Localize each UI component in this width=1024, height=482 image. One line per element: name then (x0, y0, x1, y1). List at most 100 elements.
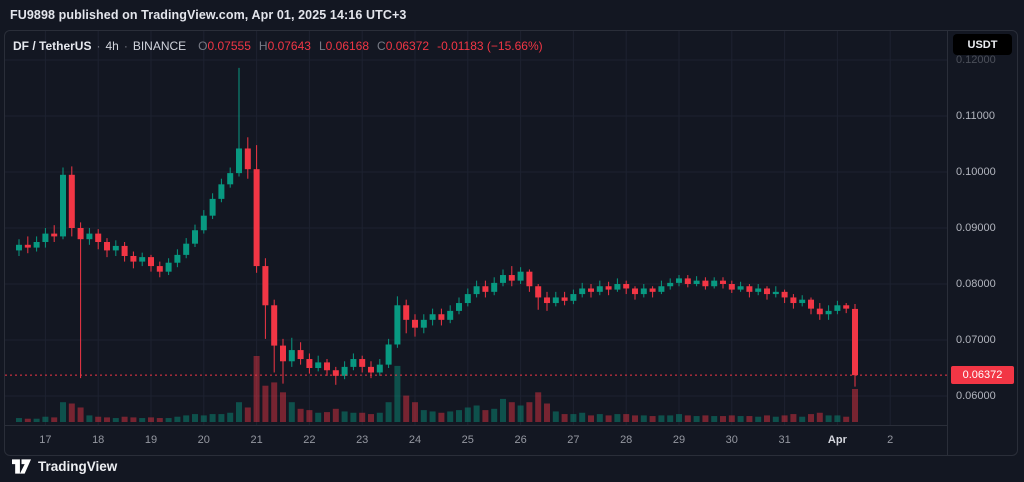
volume-bar (297, 408, 304, 422)
volume-bar (68, 403, 75, 422)
time-axis-label: 28 (620, 434, 633, 446)
price-axis[interactable]: USDT 0.06372 0.12000 0.11000 0.10000 0.0900… (947, 31, 1017, 455)
volume-bar (676, 414, 682, 422)
candle-body (825, 310, 832, 315)
volume-bar (60, 402, 66, 422)
volume-bar (834, 415, 841, 422)
candle-body (385, 344, 392, 365)
candle-body (394, 305, 401, 345)
candle-body (852, 308, 858, 376)
time-axis-label: 30 (725, 434, 738, 446)
candle-body (640, 288, 647, 295)
volume-bar (236, 402, 242, 422)
volume-bar (192, 414, 198, 422)
candle-body (324, 362, 330, 371)
candle-body (667, 282, 674, 287)
time-axis-label: 19 (144, 434, 158, 446)
currency-badge[interactable]: USDT (953, 34, 1012, 55)
volume-bar (667, 415, 674, 422)
volume-bar (737, 416, 744, 422)
attribution-bar: FU9898 published on TradingView.com, Apr… (10, 0, 406, 30)
volume-bar (456, 410, 462, 422)
volume-bar (429, 411, 436, 422)
candle-body (288, 350, 295, 362)
candle-body (16, 244, 22, 251)
candle-body (244, 148, 251, 170)
volume-bar (799, 416, 806, 422)
volume-bar (262, 385, 269, 422)
price-axis-label: 0.08000 (956, 278, 996, 290)
volume-bar (500, 398, 506, 422)
volume-bar (165, 418, 172, 422)
volume-bar (579, 412, 586, 422)
symbol-title[interactable]: DF / TetherUS (13, 39, 92, 53)
chart-plot-area[interactable]: DF / TetherUS · 4h · BINANCE O 0.07555 H… (5, 31, 947, 425)
volume-bar (376, 412, 383, 422)
candle-body (403, 305, 410, 320)
time-axis-label: 26 (514, 434, 527, 446)
price-axis-label: 0.11000 (956, 110, 995, 122)
candle-body (33, 242, 40, 248)
candle-body (368, 366, 374, 373)
time-axis[interactable]: 17 18 19 20 21 22 23 24 25 26 27 28 29 30 31 Apr 2 (5, 425, 947, 455)
candle-body (77, 228, 84, 240)
legend-separator: · (96, 39, 101, 53)
time-axis-label: 25 (461, 434, 474, 446)
candle-body (359, 359, 366, 367)
close-key: C (377, 39, 386, 53)
candle-body (104, 242, 110, 251)
volume-bar (51, 417, 58, 422)
volume-bar (781, 415, 788, 422)
candle-body (737, 286, 744, 290)
candle-body (86, 233, 93, 240)
candle-body (420, 319, 427, 328)
candle-body (24, 244, 31, 248)
exchange-label[interactable]: BINANCE (132, 39, 187, 53)
candle-body (808, 299, 814, 309)
candle-body (165, 262, 172, 272)
candle-body (60, 174, 66, 237)
interval-label[interactable]: 4h (105, 39, 119, 53)
volume-bar (33, 418, 40, 422)
volume-bar (623, 414, 630, 422)
candlestick-chart[interactable] (5, 31, 947, 425)
volume-bar (271, 382, 278, 422)
volume-bar (324, 412, 330, 422)
candle-body (658, 286, 665, 292)
volume-bar (482, 410, 489, 422)
candle-body (588, 288, 594, 292)
candle-body (332, 370, 339, 376)
volume-bar (420, 410, 427, 422)
volume-bar (148, 417, 154, 422)
volume-bar (86, 415, 93, 422)
volume-bar (491, 408, 498, 422)
open-key: O (198, 39, 208, 53)
volume-bar (447, 411, 454, 422)
candle-body (535, 286, 542, 298)
volume-bar (280, 392, 286, 422)
candle-body (130, 256, 137, 262)
candle-body (623, 284, 630, 289)
volume-bar (702, 415, 709, 422)
price-axis-label: 0.06000 (956, 390, 996, 402)
candle-body (755, 288, 762, 292)
volume-bar (438, 412, 445, 422)
candle-body (781, 291, 788, 298)
candle-body (148, 257, 154, 267)
price-axis-label: 0.09000 (956, 222, 996, 234)
candle-body (253, 169, 260, 267)
volume-bar (658, 415, 665, 422)
volume-bar (544, 403, 550, 422)
volume-bar (315, 412, 322, 422)
volume-bar (244, 407, 251, 422)
candle-body (271, 305, 278, 346)
volume-bar (825, 415, 832, 422)
volume-bar (24, 418, 31, 422)
footer-brand[interactable]: TradingView (12, 459, 117, 474)
candle-body (579, 288, 586, 295)
candle-body (508, 275, 515, 281)
candle-body (51, 233, 58, 237)
candle-body (156, 266, 163, 272)
volume-bar (412, 402, 418, 422)
price-axis-label: 0.12000 (956, 54, 996, 66)
